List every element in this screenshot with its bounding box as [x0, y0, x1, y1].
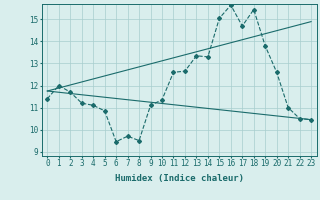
- X-axis label: Humidex (Indice chaleur): Humidex (Indice chaleur): [115, 174, 244, 183]
